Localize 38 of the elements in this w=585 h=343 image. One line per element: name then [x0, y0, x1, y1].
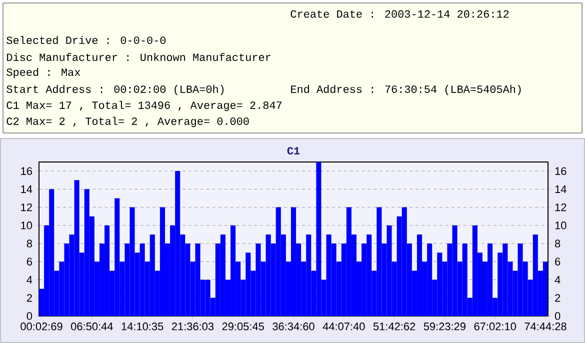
x-tick-label: 59:23:29 — [424, 322, 466, 330]
y2-tick-label: 2 — [555, 294, 560, 302]
x-tick-label: 67:02:10 — [474, 322, 516, 330]
y-tick-label: 6 — [26, 258, 32, 266]
y2-tick-label: 14 — [555, 185, 566, 193]
y2-tick-label: 6 — [555, 258, 560, 266]
y-tick-label: 0 — [26, 312, 32, 320]
text: Create Date : 2003-12-14 20:26:12 — [290, 10, 509, 18]
y-tick-label: 8 — [26, 240, 32, 248]
y2-tick-label: 10 — [555, 222, 566, 230]
x-tick-label: 36:34:60 — [272, 322, 314, 330]
y2-tick-label: 4 — [554, 276, 560, 284]
text: Selected Drive : 0-0-0-0 — [6, 36, 166, 44]
text: C1 Max= 17 , Total= 13496 , Average= 2.847 — [6, 100, 282, 112]
x-tick-label: 51:42:62 — [373, 322, 416, 330]
y2-tick-label: 8 — [555, 240, 560, 248]
y-tick-label: 12 — [21, 203, 32, 212]
y-tick-label: 14 — [21, 185, 32, 193]
text: Start Address : 00:02:00 (LBA=0h) — [6, 84, 224, 96]
x-tick-label: 21:36:03 — [172, 322, 214, 330]
y2-tick-label: 0 — [554, 312, 560, 320]
x-tick-label: 06:50:44 — [71, 322, 113, 330]
x-tick-label: 14:10:35 — [122, 322, 164, 330]
text: C2 Max= 2 , Total= 2 , Average= 0.000 — [6, 116, 249, 128]
y2-tick-label: 16 — [555, 167, 566, 175]
text: Speed : Max — [6, 68, 80, 78]
text: Disc Manufacturer : Unknown Manufacturer — [7, 52, 270, 62]
text: End Address : 76:30:54 (LBA=5405Ah) — [291, 84, 521, 96]
y-tick-label: 2 — [26, 294, 32, 302]
x-tick-label: 74:44:28 — [524, 322, 566, 330]
y-tick-label: 10 — [21, 222, 32, 230]
x-tick-label: 44:07:40 — [322, 322, 365, 330]
y-tick-label: 4 — [26, 276, 32, 284]
x-tick-label: 00:02:69 — [20, 322, 62, 330]
y2-tick-label: 12 — [555, 203, 566, 212]
chart-title: C1 — [287, 147, 300, 155]
y-tick-label: 16 — [21, 167, 32, 175]
x-tick-label: 29:05:45 — [222, 322, 264, 330]
